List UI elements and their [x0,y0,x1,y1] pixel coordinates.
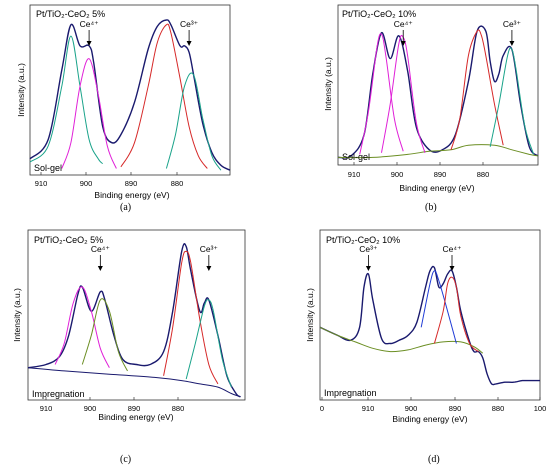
panel-a: 910 900 890 880 Ce⁴⁺ Ce³⁺ Pt/TiO₂-CeO₂ 5% Bi… [16,4,231,213]
panel-c-tick-label: 910 [40,404,53,413]
panel-c-annotation: Ce⁴⁺ [91,244,111,254]
panel-a-xlabel: Binding energy (eV) [94,190,169,200]
panel-d-series-2 [420,270,457,344]
panel-a-tick-label: 900 [80,179,93,188]
panel-a-series-3 [120,23,208,169]
panel-d-series-3 [433,276,479,352]
panel-d-tick-label: 910 [362,404,375,413]
panel-a-series-1 [29,35,104,165]
panel-c-xlabel: Binding energy (eV) [98,412,173,422]
panel-d-tick-label: 0 [320,404,324,413]
panel-d-tick-label: 880 [492,404,505,413]
panel-b-method-label: Sol-gel [342,152,370,162]
panel-a-tick-label: 880 [171,179,184,188]
panel-c-annotation-arrowhead [97,266,103,271]
panel-c-series-5 [185,299,232,388]
panel-c-series-4 [163,250,219,385]
panel-a-series-2 [61,58,117,169]
panel-b-annotation-arrowhead [400,41,406,46]
panel-b-annotation-arrowhead [509,41,515,46]
panel-d-xlabel: Binding energy (eV) [392,414,467,424]
panel-b-annotation: Ce³⁺ [503,19,522,29]
panel-d-series-1 [319,326,484,354]
panel-c: 910 900 890 880 Ce⁴⁺ Ce³⁺ Pt/TiO₂-CeO₂ 5% Bi… [12,229,246,465]
panel-c-tick-label: 890 [128,404,141,413]
panel-d: 0 910 900 890 880 100 Ce³⁺ Ce⁴⁺ Pt/TiO₂-CeO₂ 1… [305,229,547,465]
panel-c-series-3 [81,298,128,372]
panel-a-series-0 [29,19,231,171]
panel-a-frame [29,4,231,176]
panel-b-title: Pt/TiO₂-CeO₂ 10% [342,9,416,19]
panel-d-series-0 [319,265,540,386]
panel-a-annotation: Ce⁴⁺ [80,19,100,29]
panel-b-series-1 [337,144,539,159]
panel-a-tick-label: 890 [125,179,138,188]
panel-b-tick-label: 880 [477,170,490,179]
panel-d-tick-label: 900 [405,404,418,413]
panel-b-series-2 [359,33,404,155]
panel-a-annotation-arrowhead [186,41,192,46]
panel-d-tick-label: 100 [534,404,547,413]
panel-c-series-1 [27,367,241,398]
panel-d-annotation: Ce⁴⁺ [442,244,462,254]
panel-a-ylabel: Intensity (a.u.) [16,63,26,117]
panel-a-series-4 [165,72,222,171]
panel-a-annotation-arrowhead [86,41,92,46]
panel-a-caption: (a) [120,202,131,213]
panel-d-title: Pt/TiO₂-CeO₂ 10% [326,235,400,245]
panel-b-annotation: Ce⁴⁺ [394,19,414,29]
panel-d-tick-label: 890 [449,404,462,413]
panel-c-tick-label: 900 [84,404,97,413]
panel-d-method-label: Impregnation [324,388,377,398]
panel-b-xlabel: Binding energy (eV) [399,183,474,193]
panel-c-title: Pt/TiO₂-CeO₂ 5% [34,235,103,245]
panel-c-ylabel: Intensity (a.u.) [12,288,22,342]
panel-d-caption: (d) [428,454,440,465]
panel-b-frame [337,4,539,166]
panel-b-ylabel: Intensity (a.u.) [323,57,333,111]
panel-d-frame [319,229,541,401]
panel-c-series-2 [54,286,110,368]
panel-c-caption: (c) [120,454,131,465]
panel-b: 910 900 890 880 Ce⁴⁺ Ce³⁺ Pt/TiO₂-CeO₂ 10% B… [323,4,539,213]
panel-c-method-label: Impregnation [32,389,85,399]
panel-a-method-label: Sol-gel [34,163,62,173]
panel-d-annotation-arrowhead [365,266,371,271]
panel-a-tick-label: 910 [35,179,48,188]
panel-d-ylabel: Intensity (a.u.) [305,288,315,342]
panel-b-tick-label: 910 [348,170,361,179]
panel-c-frame [27,229,246,401]
panel-d-annotation-arrowhead [449,266,455,271]
panel-c-annotation: Ce³⁺ [200,244,219,254]
panel-b-series-4 [450,29,504,150]
panel-b-caption: (b) [425,202,437,213]
panel-b-series-0 [337,25,539,159]
panel-b-tick-label: 900 [391,170,404,179]
panel-b-series-5 [489,47,535,155]
panel-b-tick-label: 890 [434,170,447,179]
panel-c-tick-label: 880 [172,404,185,413]
panel-a-title: Pt/TiO₂-CeO₂ 5% [36,9,105,19]
panel-d-annotation: Ce³⁺ [359,244,378,254]
panel-c-annotation-arrowhead [206,266,212,271]
panel-a-annotation: Ce³⁺ [180,19,199,29]
